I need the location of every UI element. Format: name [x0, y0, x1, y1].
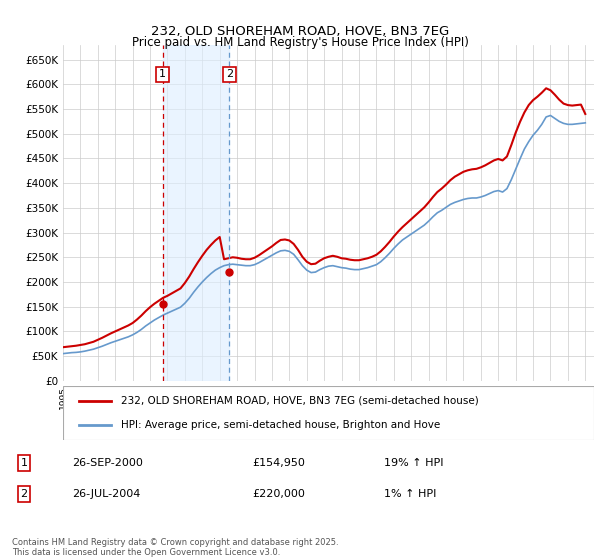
- Text: 26-JUL-2004: 26-JUL-2004: [72, 489, 140, 499]
- Text: 232, OLD SHOREHAM ROAD, HOVE, BN3 7EG (semi-detached house): 232, OLD SHOREHAM ROAD, HOVE, BN3 7EG (s…: [121, 396, 479, 406]
- Text: 2: 2: [20, 489, 28, 499]
- Text: 2: 2: [226, 69, 233, 80]
- Text: Contains HM Land Registry data © Crown copyright and database right 2025.
This d: Contains HM Land Registry data © Crown c…: [12, 538, 338, 557]
- Text: £220,000: £220,000: [252, 489, 305, 499]
- Text: 1: 1: [20, 458, 28, 468]
- Text: Price paid vs. HM Land Registry's House Price Index (HPI): Price paid vs. HM Land Registry's House …: [131, 36, 469, 49]
- Bar: [163, 45, 229, 381]
- Text: 1% ↑ HPI: 1% ↑ HPI: [384, 489, 436, 499]
- Text: 19% ↑ HPI: 19% ↑ HPI: [384, 458, 443, 468]
- Text: HPI: Average price, semi-detached house, Brighton and Hove: HPI: Average price, semi-detached house,…: [121, 420, 440, 430]
- Text: 232, OLD SHOREHAM ROAD, HOVE, BN3 7EG: 232, OLD SHOREHAM ROAD, HOVE, BN3 7EG: [151, 25, 449, 38]
- Text: £154,950: £154,950: [252, 458, 305, 468]
- Text: 26-SEP-2000: 26-SEP-2000: [72, 458, 143, 468]
- Text: 1: 1: [159, 69, 166, 80]
